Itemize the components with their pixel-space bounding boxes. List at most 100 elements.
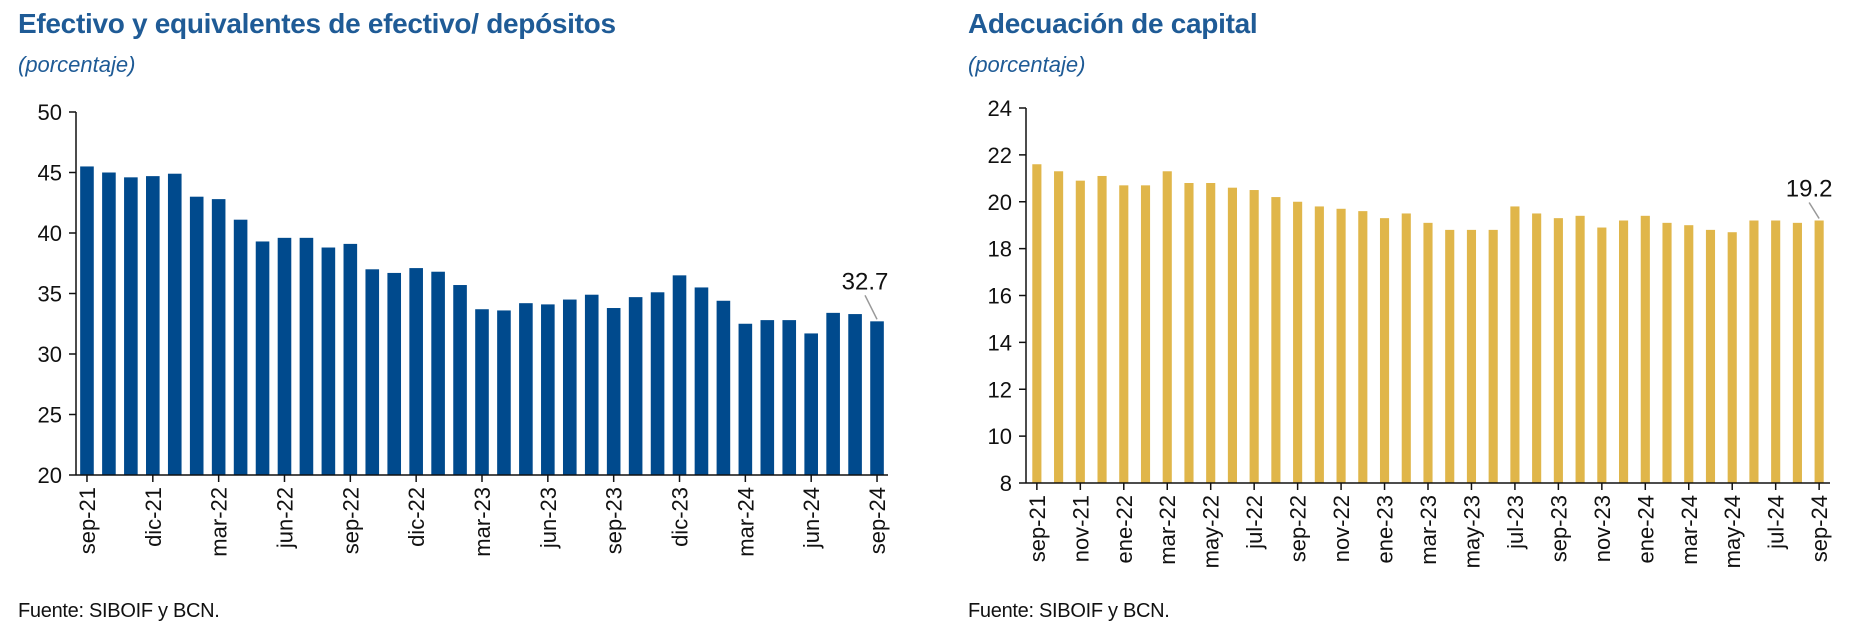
x-tick-label: mar-24 [733, 487, 758, 557]
bar [1314, 206, 1324, 483]
bar [519, 303, 533, 475]
bar [255, 241, 270, 475]
x-tick-label: dic-22 [404, 487, 429, 547]
x-tick-label: jun-23 [536, 487, 561, 549]
x-tick-label: ene-22 [1112, 495, 1137, 564]
bar [650, 292, 665, 475]
bar [1510, 206, 1520, 483]
bar [387, 272, 402, 475]
bar [1466, 229, 1477, 483]
bar [1293, 201, 1303, 483]
chart-panel-capital-adequacy: Adecuación de capital (porcentaje) 8 10 12… [950, 0, 1854, 640]
bar [1119, 185, 1129, 483]
bar [365, 269, 380, 475]
x-tick-label: jun-22 [272, 487, 297, 549]
chart-subtitle: (porcentaje) [968, 52, 1086, 77]
bar [1771, 220, 1781, 483]
x-tick-label: jun-24 [799, 487, 824, 549]
bar [146, 176, 160, 475]
bar [782, 320, 797, 475]
bar [1727, 232, 1737, 483]
bar [1684, 225, 1694, 483]
x-tick-label: sep-22 [338, 487, 363, 554]
bar [343, 243, 358, 475]
bar [102, 172, 116, 475]
x-tick-label: sep-23 [602, 487, 627, 554]
bar [233, 219, 248, 475]
bar [1749, 220, 1759, 483]
x-tick-label: may-23 [1459, 495, 1484, 568]
data-label: 19.2 [1786, 176, 1833, 203]
data-label: 32.7 [842, 268, 889, 295]
x-tick-label: ene-24 [1633, 495, 1658, 564]
y-tick-label: 18 [988, 237, 1012, 262]
x-tick-label: mar-22 [207, 487, 232, 557]
chart-subtitle: (porcentaje) [18, 52, 136, 77]
y-tick-label: 50 [38, 100, 62, 125]
bar [804, 333, 818, 475]
bar [277, 237, 292, 475]
bar [211, 199, 226, 475]
bars-group [80, 166, 884, 475]
bar [321, 247, 336, 475]
bar [672, 275, 687, 475]
bar [475, 309, 489, 475]
y-tick-label: 8 [1000, 471, 1012, 496]
x-tick-label: mar-22 [1155, 495, 1180, 565]
x-tick-label: ene-23 [1373, 495, 1398, 564]
x-tick-label: mar-24 [1677, 495, 1702, 565]
bar [1597, 227, 1607, 483]
x-tick-label: jul-22 [1242, 495, 1267, 550]
bar [716, 300, 731, 475]
bar [124, 177, 138, 475]
x-tick-label: sep-24 [1807, 495, 1832, 562]
bar [1227, 187, 1237, 483]
bar [1271, 197, 1281, 483]
y-tick-label: 20 [988, 190, 1012, 215]
bar [1249, 190, 1259, 483]
capital-adequacy-bar-chart: 8 10 12 14 16 18 20 22 24 sep-21 nov-21 ene-22 mar-2… [988, 96, 1833, 568]
y-tick-label: 24 [988, 96, 1012, 121]
bar [1619, 220, 1629, 483]
bar [299, 237, 314, 475]
bar [1358, 211, 1368, 483]
bar [80, 166, 94, 475]
y-tick-label: 35 [38, 282, 62, 307]
bar [1575, 215, 1585, 483]
bar [453, 285, 467, 475]
bar [541, 304, 555, 475]
chart-title: Efectivo y equivalentes de efectivo/ dep… [18, 8, 616, 39]
y-tick-label: 16 [988, 284, 1012, 309]
x-tick-label: sep-22 [1286, 495, 1311, 562]
bar [1379, 218, 1390, 483]
chart-title: Adecuación de capital [968, 8, 1258, 39]
y-tick-label: 20 [38, 463, 62, 488]
bar [1662, 222, 1672, 483]
bar [760, 320, 775, 475]
bar [1488, 229, 1498, 483]
bar [497, 310, 511, 475]
x-tick-label: may-22 [1199, 495, 1224, 568]
y-tick-label: 30 [38, 342, 62, 367]
bar [1162, 171, 1172, 483]
bar [1054, 171, 1064, 483]
bar [584, 294, 599, 475]
y-tick-label: 45 [38, 161, 62, 186]
x-tick-label: sep-24 [865, 487, 890, 554]
chart-source: Fuente: SIBOIF y BCN. [18, 600, 220, 622]
y-tick-label: 10 [988, 424, 1012, 449]
bar [1423, 222, 1433, 483]
x-tick-label: jul-23 [1503, 495, 1528, 550]
bar [628, 297, 643, 475]
x-tick-label: mar-23 [470, 487, 495, 557]
bar [562, 299, 577, 475]
y-tick-label: 40 [38, 221, 62, 246]
bar [409, 268, 423, 475]
bar [1640, 215, 1650, 483]
bar [167, 173, 182, 475]
x-tick-label: dic-23 [668, 487, 693, 547]
bar [1814, 220, 1824, 483]
bar [848, 314, 862, 475]
bar [431, 271, 445, 475]
x-tick-label: nov-21 [1068, 495, 1093, 562]
